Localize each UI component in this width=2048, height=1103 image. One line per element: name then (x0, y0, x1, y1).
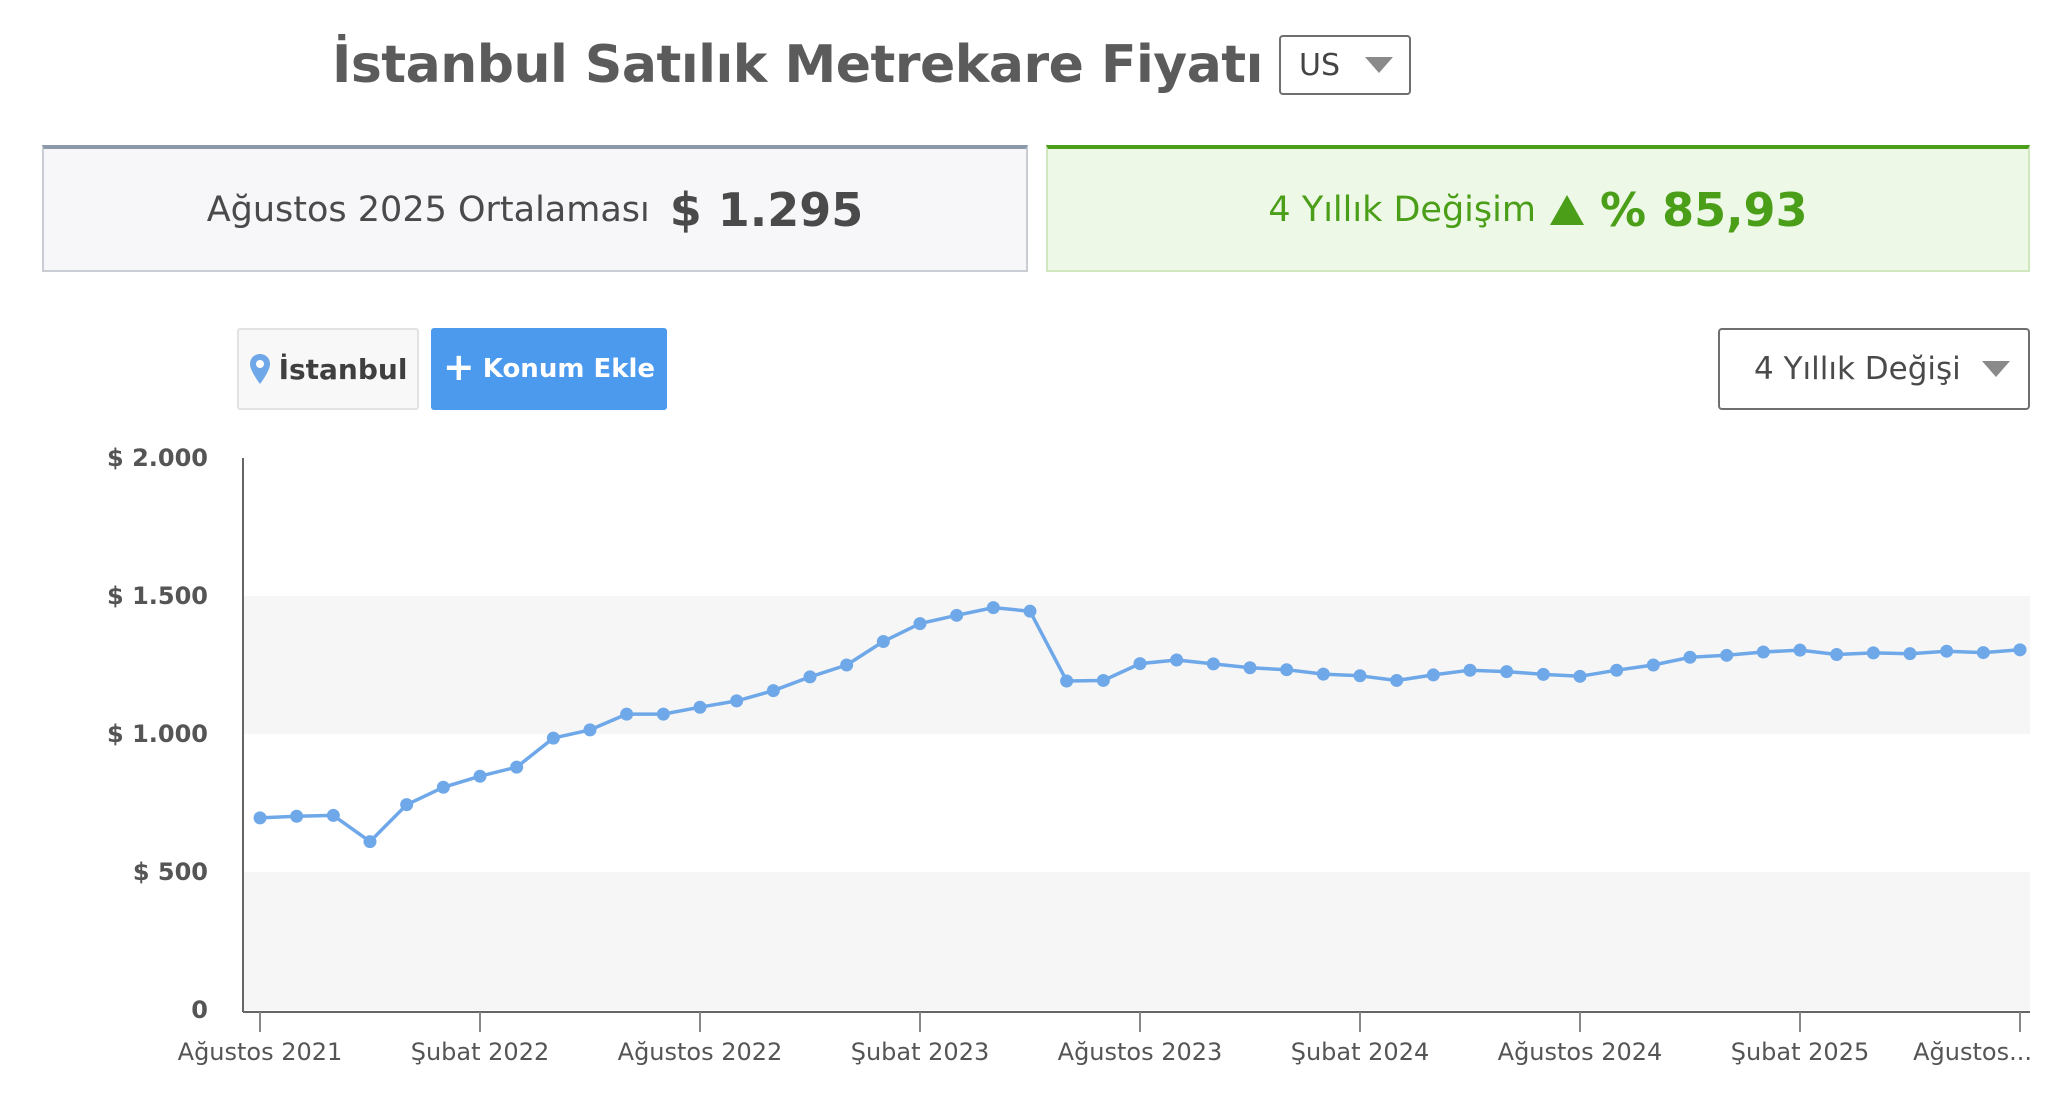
y-tick-label: $ 1.500 (107, 582, 208, 610)
x-tick-label: Şubat 2024 (1291, 1038, 1430, 1066)
y-tick-label: $ 500 (133, 858, 208, 886)
data-point (1426, 668, 1440, 682)
add-location-button[interactable]: + Konum Ekle (431, 328, 667, 410)
period-select[interactable]: 4 Yıllık Değişi (1718, 328, 2030, 410)
x-tick-label: Şubat 2023 (851, 1038, 990, 1066)
data-point (1280, 663, 1294, 677)
chevron-down-icon (1364, 57, 1393, 73)
location-label: İstanbul (278, 352, 408, 386)
add-location-label: Konum Ekle (482, 354, 656, 384)
data-point (803, 670, 817, 684)
x-tick-label: Ağustos 2022 (618, 1038, 783, 1066)
data-point (363, 835, 377, 849)
average-card: Ağustos 2025 Ortalaması $ 1.295 (42, 145, 1028, 272)
y-tick-label: $ 2.000 (107, 444, 208, 472)
y-tick-label: $ 1.000 (107, 720, 208, 748)
data-point (1976, 646, 1990, 660)
y-tick-label: 0 (191, 996, 208, 1024)
x-tick-label: Ağustos 2021 (178, 1038, 343, 1066)
data-point (1316, 667, 1330, 681)
data-point (1536, 667, 1550, 681)
average-label: Ağustos 2025 Ortalaması (206, 189, 650, 230)
data-point (986, 601, 1000, 615)
arrow-up-icon (1549, 194, 1584, 225)
data-point (400, 798, 414, 812)
data-point (1903, 647, 1917, 661)
data-point (876, 635, 890, 649)
data-point (1206, 657, 1220, 671)
data-point (253, 811, 267, 825)
data-point (950, 608, 964, 622)
x-tick-label: Ağustos... (1913, 1038, 2032, 1066)
data-point (656, 707, 670, 721)
data-point (1683, 650, 1697, 664)
data-point (473, 769, 487, 783)
x-tick-label: Şubat 2025 (1731, 1038, 1870, 1066)
data-point (730, 694, 744, 708)
change-card: 4 Yıllık Değişim % 85,93 (1046, 145, 2030, 272)
data-point (766, 684, 780, 698)
currency-value: US (1298, 47, 1340, 83)
change-value: % 85,93 (1599, 182, 1808, 237)
plus-icon: + (442, 345, 475, 389)
x-tick-label: Şubat 2022 (411, 1038, 550, 1066)
data-point (1243, 661, 1257, 675)
data-point (510, 760, 524, 774)
data-point (1060, 674, 1074, 688)
data-point (1463, 663, 1477, 677)
data-point (583, 723, 597, 737)
data-point (1500, 665, 1514, 679)
data-point (1720, 648, 1734, 662)
data-point (1023, 604, 1037, 618)
data-point (1866, 646, 1880, 660)
data-point (1573, 669, 1587, 683)
data-point (290, 809, 304, 823)
data-point (1170, 653, 1184, 667)
data-point (1756, 645, 1770, 659)
data-point (840, 658, 854, 672)
data-point (1390, 673, 1404, 687)
average-value: $ 1.295 (669, 182, 864, 237)
data-point (693, 700, 707, 714)
data-point (2013, 643, 2027, 657)
page-title: İstanbul Satılık Metrekare Fiyatı (332, 35, 1263, 95)
data-point (1096, 673, 1110, 687)
data-point (1133, 657, 1147, 671)
title-row: İstanbul Satılık Metrekare Fiyatı US (332, 30, 1411, 100)
data-point (1940, 644, 1954, 658)
location-chip[interactable]: İstanbul (237, 328, 419, 410)
x-tick-label: Ağustos 2023 (1058, 1038, 1223, 1066)
data-point (1610, 663, 1624, 677)
map-pin-icon (249, 354, 270, 384)
grid-band (243, 872, 2030, 1010)
currency-select[interactable]: US (1278, 35, 1411, 95)
data-point (546, 731, 560, 745)
data-point (1353, 669, 1367, 683)
data-point (913, 617, 927, 631)
x-tick-label: Ağustos 2024 (1498, 1038, 1663, 1066)
data-point (620, 707, 634, 721)
data-point (436, 780, 450, 794)
data-point (326, 808, 340, 822)
data-point (1830, 648, 1844, 662)
price-chart: 0 $ 500 $ 1.000 $ 1.500 $ 2.000 Ağustos 2021… (107, 444, 2032, 1066)
chevron-down-icon (1982, 361, 2010, 377)
data-point (1793, 643, 1807, 657)
data-point (1646, 658, 1660, 672)
period-value: 4 Yıllık Değişi (1754, 351, 1961, 387)
change-label: 4 Yıllık Değişim (1268, 189, 1536, 230)
